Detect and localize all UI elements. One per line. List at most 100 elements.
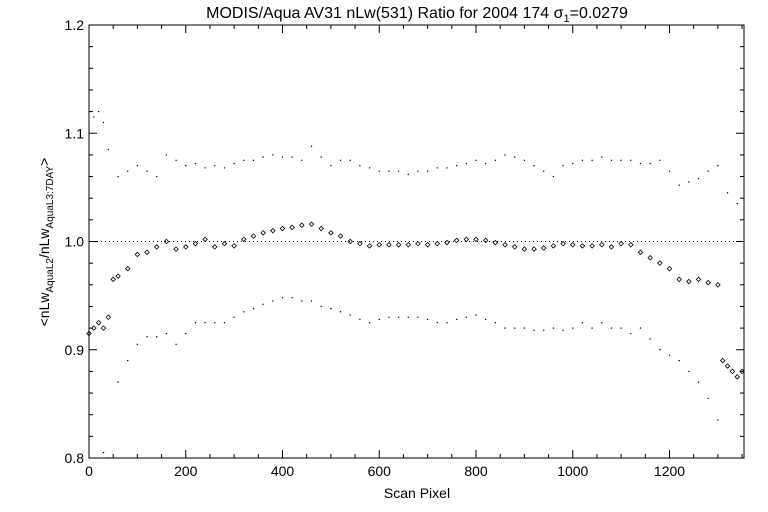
data-point bbox=[569, 241, 576, 248]
data-point bbox=[715, 282, 721, 288]
x-tick-label: 1000 bbox=[557, 463, 588, 479]
data-point bbox=[173, 246, 179, 252]
data-point bbox=[357, 240, 363, 247]
envelope-point bbox=[165, 332, 168, 335]
y-tick-label: 1.1 bbox=[65, 125, 85, 141]
envelope-point bbox=[349, 159, 351, 162]
data-point bbox=[105, 314, 112, 321]
envelope-point bbox=[93, 116, 95, 118]
envelope-point bbox=[291, 156, 293, 158]
envelope-point bbox=[707, 170, 709, 172]
envelope-point bbox=[523, 159, 526, 162]
envelope-point bbox=[514, 327, 516, 329]
envelope-point bbox=[446, 321, 448, 324]
envelope-point bbox=[117, 381, 119, 383]
envelope-point bbox=[562, 165, 564, 167]
envelope-point bbox=[281, 297, 284, 299]
data-point bbox=[124, 265, 131, 272]
envelope-point bbox=[601, 156, 603, 158]
envelope-point bbox=[572, 162, 574, 165]
envelope-point bbox=[610, 159, 613, 162]
data-point bbox=[628, 241, 634, 248]
data-point bbox=[91, 325, 97, 331]
envelope-point bbox=[330, 307, 332, 310]
envelope-point bbox=[301, 300, 303, 302]
data-point bbox=[376, 241, 383, 248]
envelope-point bbox=[455, 318, 458, 321]
data-point bbox=[395, 241, 402, 248]
envelope-point bbox=[426, 170, 429, 172]
envelope-point bbox=[678, 359, 680, 362]
envelope-point bbox=[320, 305, 322, 308]
envelope-point bbox=[272, 300, 274, 302]
data-point bbox=[241, 236, 247, 243]
data-point bbox=[492, 239, 499, 246]
data-point bbox=[289, 224, 295, 231]
envelope-point bbox=[127, 170, 129, 172]
envelope-point bbox=[185, 332, 187, 335]
envelope-point bbox=[102, 121, 105, 124]
envelope-point bbox=[301, 159, 303, 162]
envelope-point bbox=[494, 159, 497, 162]
y-tick-label: 1.2 bbox=[65, 17, 85, 33]
x-tick-label: 600 bbox=[368, 463, 392, 479]
data-point bbox=[705, 279, 711, 286]
data-point bbox=[444, 239, 450, 246]
envelope-point bbox=[562, 329, 564, 331]
envelope-point bbox=[601, 321, 603, 324]
x-tick-label: 400 bbox=[271, 463, 295, 479]
envelope-point bbox=[185, 165, 187, 167]
data-point bbox=[482, 237, 489, 244]
envelope-point bbox=[136, 165, 139, 167]
data-point bbox=[318, 225, 324, 232]
envelope-point bbox=[107, 148, 110, 151]
data-point bbox=[405, 241, 412, 248]
data-point bbox=[686, 278, 692, 285]
chart-title: MODIS/Aqua AV31 nLw(531) Ratio for 2004 … bbox=[206, 5, 628, 25]
x-tick-label: 0 bbox=[85, 463, 93, 479]
envelope-point bbox=[262, 156, 264, 158]
data-point bbox=[637, 249, 644, 256]
data-point bbox=[729, 368, 736, 375]
data-point bbox=[279, 225, 286, 232]
data-point bbox=[560, 240, 566, 247]
data-point bbox=[589, 243, 595, 249]
envelope-point bbox=[204, 321, 206, 324]
data-point bbox=[676, 276, 682, 283]
envelope-point bbox=[620, 159, 622, 162]
envelope-point bbox=[175, 343, 177, 346]
envelope-point bbox=[465, 162, 468, 165]
envelope-point bbox=[688, 181, 690, 183]
data-point bbox=[463, 236, 470, 243]
data-point bbox=[608, 244, 615, 250]
data-point bbox=[511, 244, 518, 250]
envelope-point bbox=[310, 145, 313, 147]
envelope-point bbox=[233, 162, 235, 165]
envelope-point bbox=[620, 327, 622, 329]
envelope-point bbox=[136, 343, 139, 346]
envelope-point bbox=[214, 165, 216, 167]
data-point bbox=[95, 319, 102, 326]
envelope-point bbox=[165, 154, 168, 156]
envelope-point bbox=[465, 316, 468, 318]
data-point bbox=[695, 276, 702, 283]
envelope-point bbox=[243, 311, 245, 313]
envelope-point bbox=[543, 329, 545, 331]
data-point bbox=[86, 330, 92, 337]
envelope-point bbox=[533, 329, 535, 331]
data-point bbox=[250, 233, 257, 239]
data-point bbox=[328, 230, 334, 236]
envelope-point bbox=[368, 167, 371, 169]
data-point bbox=[337, 233, 344, 239]
data-point bbox=[347, 238, 353, 245]
envelope-point bbox=[552, 175, 555, 178]
envelope-point bbox=[639, 162, 642, 165]
envelope-point bbox=[339, 311, 342, 313]
data-point bbox=[579, 243, 586, 249]
data-point bbox=[502, 241, 508, 248]
envelope-point bbox=[223, 167, 226, 169]
envelope-point bbox=[707, 397, 709, 400]
envelope-point bbox=[252, 159, 255, 162]
envelope-point bbox=[407, 316, 409, 318]
